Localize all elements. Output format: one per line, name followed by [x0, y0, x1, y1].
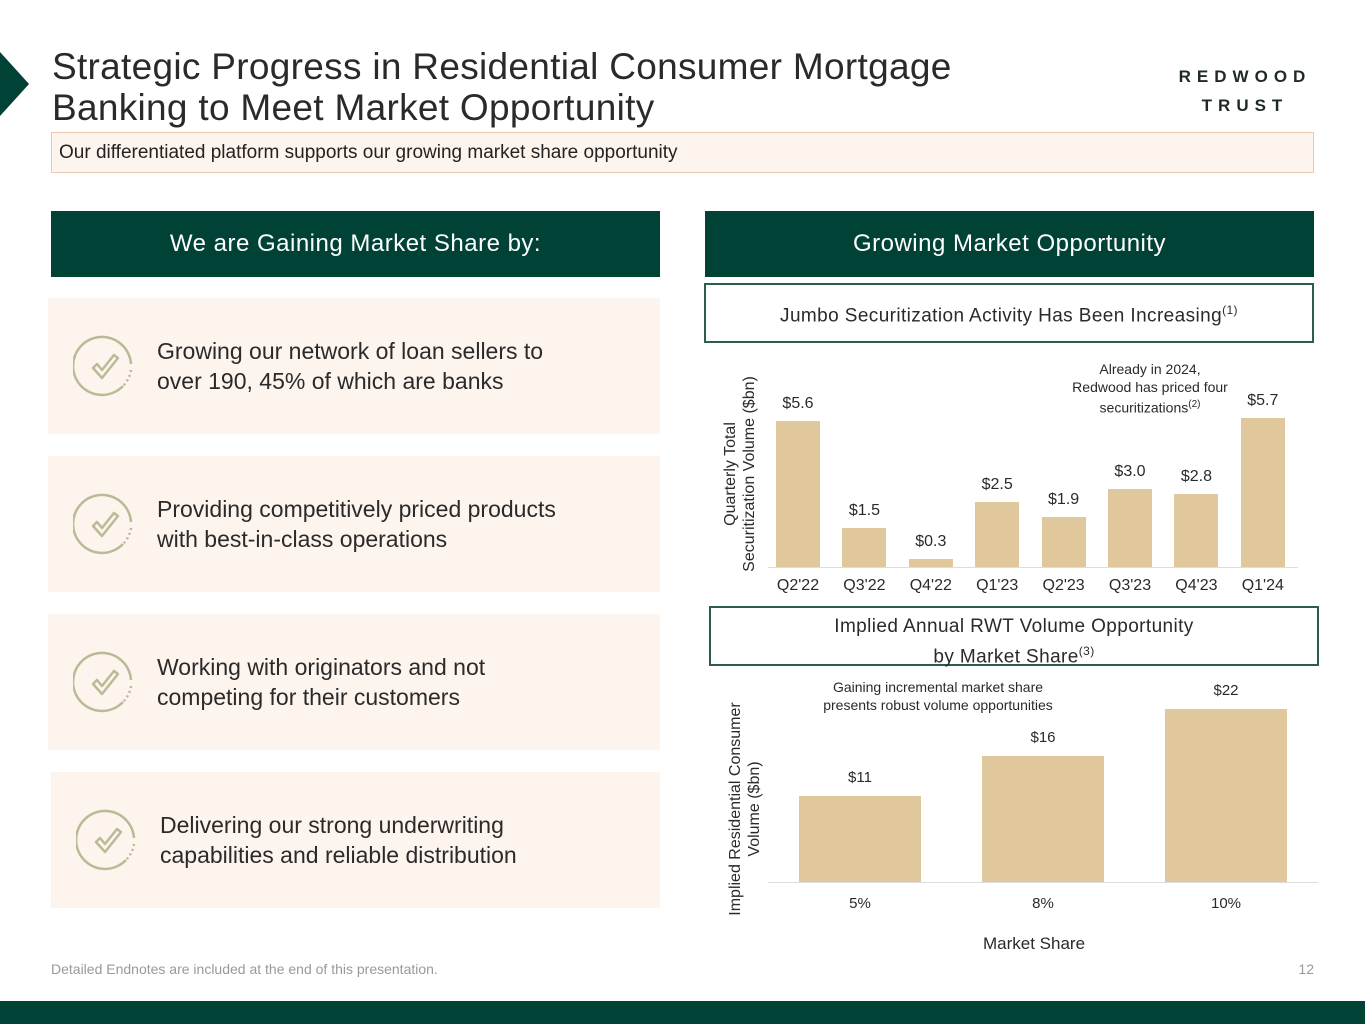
bar-Q4'23 — [1174, 494, 1219, 567]
data-label: $16 — [1030, 729, 1056, 747]
endnotes-footnote: Detailed Endnotes are included at the en… — [51, 961, 438, 977]
card-text: Growing our network of loan sellers to ov… — [157, 336, 543, 396]
annotation-line-2: Redwood has priced four — [1072, 379, 1228, 395]
data-label: $2.5 — [981, 475, 1013, 493]
y-label-line-1: Quarterly Total — [722, 422, 739, 526]
data-label: $2.8 — [1180, 468, 1212, 485]
bar-Q2'22 — [776, 421, 820, 567]
card-text-line-1: Delivering our strong underwriting — [160, 812, 504, 838]
y-axis-label: Quarterly Total Securitization Volume ($b… — [721, 364, 759, 584]
bar-Q1'24 — [1240, 418, 1285, 567]
x-axis-title: Market Share — [982, 934, 1086, 953]
x-tick-label: Q4'22 — [909, 577, 952, 594]
annotation-line-1: Already in 2024, — [1099, 361, 1201, 377]
footer-bar — [0, 1001, 1365, 1024]
checkmark-circle-icon — [71, 492, 137, 556]
data-label: $3.0 — [1114, 462, 1146, 480]
left-section-header: We are Gaining Market Share by: — [51, 211, 660, 277]
card-text: Delivering our strong underwriting capabi… — [160, 810, 517, 870]
card-text-line-2: over 190, 45% of which are banks — [157, 368, 504, 394]
x-axis-line — [768, 882, 1318, 883]
data-label: $5.6 — [782, 395, 814, 412]
annotation-text: securitizations — [1099, 399, 1189, 416]
x-tick-label: Q1'23 — [976, 577, 1019, 594]
x-tick-label: Q3'22 — [843, 577, 886, 594]
annotation-line-1: Gaining incremental market share — [832, 679, 1044, 695]
x-tick-label: Q2'23 — [1042, 577, 1085, 594]
y-axis-label: Implied Residential Consumer Volume ($bn) — [726, 689, 764, 929]
card-text: Providing competitively priced products w… — [157, 494, 556, 554]
chart1-title-text: Jumbo Securitization Activity Has Been I… — [780, 305, 1223, 327]
title-line-2: Banking to Meet Market Opportunity — [52, 87, 655, 128]
x-tick-label: 10% — [1210, 895, 1242, 912]
annotation-sup: (2) — [1188, 399, 1201, 410]
annotation: Already in 2024, Redwood has priced four s… — [1060, 360, 1240, 417]
y-label-line-2: Volume ($bn) — [746, 761, 763, 857]
chart2-title-line-1: Implied Annual RWT Volume Opportunity — [834, 616, 1194, 637]
checkmark-circle-icon — [71, 334, 137, 398]
right-section-header: Growing Market Opportunity — [705, 211, 1314, 277]
logo-line-1: REDWOOD — [1178, 67, 1312, 86]
x-tick-label: Q1'24 — [1241, 577, 1284, 594]
annotation: Gaining incremental market share presents… — [798, 678, 1078, 714]
chart2-title: Implied Annual RWT Volume Opportunity by … — [709, 606, 1319, 668]
card-text-line-1: Providing competitively priced products — [157, 496, 556, 522]
bar-Q3'23 — [1108, 488, 1152, 567]
data-label: $22 — [1213, 682, 1239, 700]
card-text: Working with originators and not competin… — [157, 652, 485, 712]
annotation-line-2: presents robust volume opportunities — [823, 697, 1053, 713]
data-label: $5.7 — [1247, 392, 1279, 410]
checkmark-circle-icon — [74, 808, 140, 872]
x-tick-label: Q4'23 — [1175, 577, 1218, 594]
data-label: $11 — [848, 768, 872, 786]
title-line-1: Strategic Progress in Residential Consum… — [52, 46, 952, 87]
redwood-trust-logo: REDWOOD TRUST — [1160, 62, 1330, 120]
bar-5% — [799, 795, 921, 882]
card-item: Working with originators and not competin… — [48, 614, 660, 750]
bar-10% — [1165, 709, 1287, 882]
logo-line-2: TRUST — [1201, 96, 1289, 115]
bar-Q4'22 — [908, 559, 953, 567]
annotation-line-3: securitizations(2) — [1060, 396, 1240, 417]
page-title: Strategic Progress in Residential Consum… — [52, 46, 952, 128]
chart1-title-sup: (1) — [1222, 303, 1238, 317]
card-text-line-2: competing for their customers — [157, 684, 460, 710]
y-label-line-2: Securitization Volume ($bn) — [741, 376, 758, 572]
subtitle-banner: Our differentiated platform supports our… — [51, 132, 1314, 173]
section-arrow-icon — [0, 52, 29, 116]
card-text-line-2: capabilities and reliable distribution — [160, 842, 517, 868]
x-tick-label: Q2'22 — [776, 577, 820, 594]
checkmark-circle-icon — [71, 650, 137, 714]
page-number: 12 — [1298, 961, 1314, 977]
card-item: Providing competitively priced products w… — [48, 456, 660, 592]
card-item: Delivering our strong underwriting capabi… — [51, 772, 660, 908]
bar-8% — [982, 756, 1104, 882]
card-text-line-1: Working with originators and not — [157, 654, 486, 680]
x-tick-label: 5% — [849, 895, 871, 912]
x-tick-label: Q3'23 — [1108, 577, 1152, 594]
data-label: $1.9 — [1048, 491, 1080, 509]
x-axis-line — [768, 567, 1298, 568]
card-item: Growing our network of loan sellers to ov… — [48, 298, 660, 434]
data-label: $0.3 — [915, 533, 947, 551]
chart2-title-line-2: by Market Share — [933, 646, 1079, 668]
y-label-line-1: Implied Residential Consumer — [727, 702, 744, 916]
card-text-line-1: Growing our network of loan sellers to — [157, 338, 544, 364]
card-text-line-2: with best-in-class operations — [157, 526, 448, 552]
bar-Q3'22 — [842, 527, 887, 567]
chart2-title-sup: (3) — [1078, 644, 1095, 658]
bar-Q1'23 — [975, 501, 1020, 567]
x-tick-label: 8% — [1032, 895, 1054, 912]
chart1-title: Jumbo Securitization Activity Has Been I… — [704, 283, 1314, 343]
data-label: $1.5 — [848, 501, 880, 519]
bar-Q2'23 — [1041, 517, 1086, 567]
